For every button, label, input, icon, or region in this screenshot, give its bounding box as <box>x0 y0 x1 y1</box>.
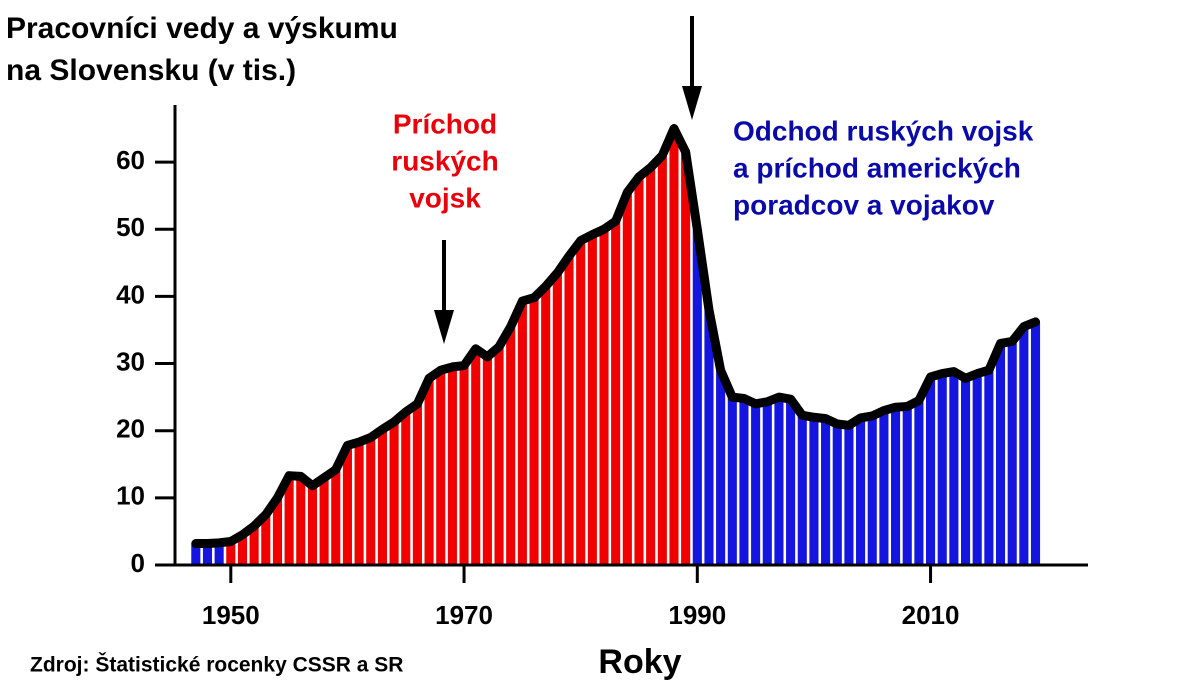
bar <box>762 401 772 565</box>
bar <box>319 477 329 565</box>
bar <box>727 397 737 565</box>
annotation: poradcov a vojakov <box>733 189 995 220</box>
bar <box>960 378 971 565</box>
bar <box>541 286 551 565</box>
bar <box>436 370 446 565</box>
bar <box>424 378 434 565</box>
bar <box>552 272 562 565</box>
bar <box>471 348 481 565</box>
y-tick-label: 20 <box>116 414 145 444</box>
trend-line <box>191 124 1041 549</box>
bar <box>902 406 912 565</box>
bar <box>447 366 457 565</box>
bar <box>377 429 387 565</box>
bar <box>879 410 889 565</box>
y-tick-label: 50 <box>116 212 145 242</box>
y-tick-label: 40 <box>116 279 145 309</box>
bar <box>821 418 831 565</box>
bar <box>681 152 691 565</box>
bar <box>657 155 667 565</box>
bar <box>389 421 399 565</box>
bar <box>342 445 352 565</box>
bar <box>1019 326 1029 565</box>
bar <box>984 370 994 565</box>
bar <box>214 542 224 565</box>
bar <box>354 442 364 565</box>
bar <box>564 256 574 565</box>
source-note: Zdroj: Štatistické rocenky CSSR a SR <box>30 653 403 677</box>
bar <box>774 397 784 565</box>
annotation: a príchod amerických <box>733 152 1021 183</box>
bar <box>611 221 621 566</box>
x-axis-label: Roky <box>598 643 681 681</box>
bar <box>599 229 609 565</box>
bar <box>506 326 516 565</box>
bar <box>296 476 306 565</box>
bar <box>634 176 644 566</box>
bar <box>856 417 866 565</box>
bar <box>937 373 947 565</box>
bar <box>972 373 982 565</box>
bar <box>202 543 213 565</box>
arrow <box>682 16 702 120</box>
bar <box>844 425 854 565</box>
bar <box>482 356 492 565</box>
bar <box>307 485 317 565</box>
bar <box>751 403 761 565</box>
bar <box>237 534 248 565</box>
y-tick-label: 60 <box>116 145 145 175</box>
x-tick-label: 2010 <box>902 600 960 630</box>
bar <box>459 365 469 565</box>
bar <box>786 399 796 565</box>
bar <box>576 240 586 565</box>
annotation: Príchod <box>393 108 497 139</box>
bar <box>587 234 597 565</box>
bar <box>494 346 504 565</box>
chart-title: na Slovensku (v tis.) <box>6 54 296 87</box>
x-tick-label: 1990 <box>668 600 726 630</box>
chart-title: Pracovníci vedy a výskumu <box>6 12 398 45</box>
bar <box>867 415 877 565</box>
bar <box>272 497 283 565</box>
bar <box>914 400 924 565</box>
bar <box>1007 341 1017 565</box>
bar <box>669 128 679 565</box>
bar <box>401 411 411 565</box>
bar <box>832 423 842 565</box>
bar <box>1030 321 1041 565</box>
bar <box>529 297 539 565</box>
bar <box>261 514 271 565</box>
y-tick-label: 10 <box>116 481 145 511</box>
bar <box>891 407 901 565</box>
bar <box>284 475 294 565</box>
bar <box>716 370 726 565</box>
bar <box>949 371 959 565</box>
bar <box>226 541 236 565</box>
arrow <box>434 240 454 344</box>
bar <box>809 417 819 565</box>
bar <box>926 376 936 565</box>
bar <box>517 301 527 565</box>
bar <box>704 309 714 565</box>
bar <box>692 229 702 565</box>
bar <box>366 437 376 565</box>
bar <box>646 167 656 565</box>
bar <box>191 543 201 565</box>
bar <box>331 469 341 565</box>
x-tick-label: 1970 <box>435 600 493 630</box>
bar <box>797 415 807 565</box>
annotation: vojsk <box>409 182 481 213</box>
annotation: Odchod ruských vojsk <box>733 115 1034 146</box>
bar <box>739 398 749 565</box>
bar <box>412 403 422 565</box>
bar <box>622 192 632 566</box>
y-tick-label: 0 <box>131 548 145 578</box>
annotation: ruských <box>391 145 498 176</box>
y-tick-label: 30 <box>116 346 145 376</box>
bar <box>249 526 259 565</box>
bar <box>995 343 1006 565</box>
x-tick-label: 1950 <box>202 600 260 630</box>
